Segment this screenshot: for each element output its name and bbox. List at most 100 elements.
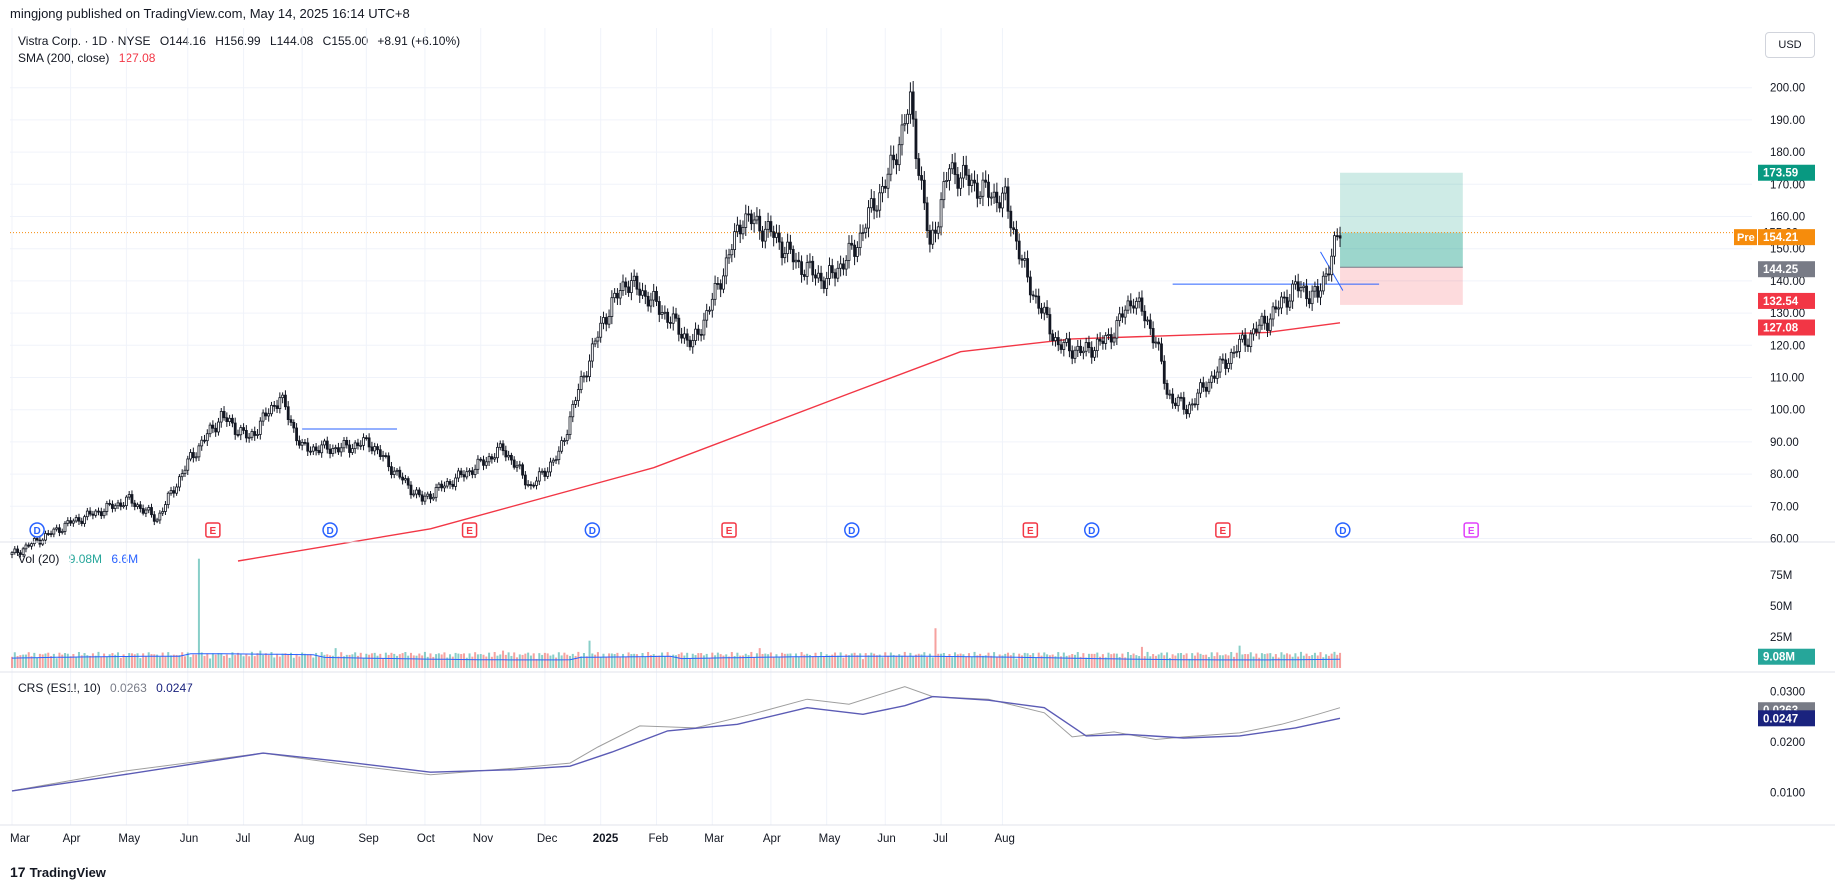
volume-bar <box>432 656 435 668</box>
crs-ma-line <box>11 695 1341 792</box>
candle-body <box>417 489 421 496</box>
candle-body <box>88 510 92 515</box>
volume-bar <box>1062 652 1065 668</box>
x-tick-label: Dec <box>537 833 558 845</box>
candle-body <box>342 440 346 449</box>
profit-fill <box>1340 232 1463 268</box>
volume-bar <box>842 657 845 668</box>
candle-body <box>1090 347 1094 358</box>
volume-bar <box>479 654 482 668</box>
sma-legend[interactable]: SMA (200, close) 127.08 <box>18 51 161 65</box>
candle-body <box>669 322 672 324</box>
volume-bar <box>571 653 574 668</box>
candle-body <box>264 412 268 417</box>
candle-body <box>445 481 449 487</box>
sma-value: 127.08 <box>118 51 156 65</box>
volume-legend[interactable]: Vol (20) 9.08M 6.6M <box>18 552 144 566</box>
volume-bar <box>468 653 471 668</box>
candle-body <box>1012 227 1016 230</box>
candle-body <box>1034 295 1038 298</box>
candle-body <box>680 333 683 339</box>
candle-body <box>833 272 837 279</box>
volume-bar <box>990 655 993 668</box>
crs-value: 0.0263 <box>110 681 147 695</box>
volume-bar <box>58 652 61 668</box>
candle-body <box>1093 350 1096 358</box>
y-tick-label: 90.00 <box>1770 437 1799 449</box>
volume-bar <box>22 654 25 668</box>
volume-bar <box>1193 655 1196 668</box>
candle-body <box>166 492 170 505</box>
price-tag-text: 144.25 <box>1763 264 1799 276</box>
volume-bar <box>209 658 212 668</box>
long-position-tool <box>1340 172 1463 305</box>
volume-bar <box>1107 652 1110 668</box>
volume-bar <box>1135 655 1138 668</box>
dividend-marker <box>1335 522 1351 538</box>
volume-bar <box>128 653 131 668</box>
volume-bar <box>1085 657 1088 668</box>
pre-market-text: Pre <box>1737 232 1755 244</box>
volume-bar <box>1233 656 1236 668</box>
candle-body <box>616 292 619 299</box>
candle-body <box>272 404 276 407</box>
main-legend: Vistra Corp. · 1D · NYSE O144.16 H156.99… <box>18 34 466 48</box>
volume-bar <box>931 657 934 668</box>
candle-body <box>571 404 575 418</box>
volume-bar <box>878 654 881 668</box>
volume-bar <box>1205 654 1208 668</box>
volume-bar <box>1012 652 1015 668</box>
volume-bar <box>1110 654 1113 668</box>
open-value: O144.16 <box>159 34 206 48</box>
candle-body <box>655 290 658 302</box>
candle-body <box>1051 333 1055 341</box>
candle-body <box>819 272 823 282</box>
volume-bar <box>1311 655 1314 668</box>
candle-body <box>914 118 918 160</box>
candle-body <box>211 424 215 429</box>
volume-bar <box>287 654 290 668</box>
candle-body <box>967 174 971 186</box>
volume-bar <box>906 656 909 668</box>
candle-body <box>802 274 806 277</box>
candle-body <box>710 298 714 311</box>
volume-bar <box>1302 655 1305 668</box>
currency-button[interactable]: USD <box>1765 32 1815 58</box>
candle-body <box>152 514 156 522</box>
candle-body <box>250 431 254 438</box>
candle-body <box>323 440 326 446</box>
candle-body <box>1285 296 1289 308</box>
volume-bar <box>942 652 945 668</box>
symbol-info[interactable]: Vistra Corp. · 1D · NYSE <box>18 34 151 48</box>
volume-bar <box>1163 655 1166 668</box>
volume-bar <box>781 652 784 668</box>
volume-bar <box>970 656 973 668</box>
y-tick-label: 180.00 <box>1770 147 1805 159</box>
candle-body <box>1123 309 1127 318</box>
volume-bar <box>867 655 870 668</box>
candle-body <box>320 444 324 454</box>
volume-bar <box>1132 653 1135 668</box>
volume-bar <box>1127 652 1129 668</box>
candle-body <box>1134 300 1138 309</box>
candle-body <box>649 299 653 307</box>
candle-body <box>939 199 943 228</box>
candle-body <box>875 209 879 212</box>
crs-ma-value: 0.0247 <box>156 681 193 695</box>
candle-body <box>261 412 265 422</box>
candle-body <box>705 310 709 321</box>
candle-body <box>1215 371 1219 379</box>
volume-bar <box>30 656 33 668</box>
volume-bar <box>1007 652 1010 668</box>
volume-bar <box>1180 652 1183 668</box>
volume-bar <box>359 652 362 668</box>
crs-legend[interactable]: CRS (ES1!, 10) 0.0263 0.0247 <box>18 681 199 695</box>
volume-bar <box>75 657 78 668</box>
candle-body <box>1121 313 1124 318</box>
volume-bar <box>103 653 106 668</box>
tradingview-brand[interactable]: 17 TradingView <box>10 864 106 880</box>
candle-body <box>1165 383 1169 395</box>
crs-lines <box>11 686 1341 792</box>
volume-bar <box>36 657 39 668</box>
